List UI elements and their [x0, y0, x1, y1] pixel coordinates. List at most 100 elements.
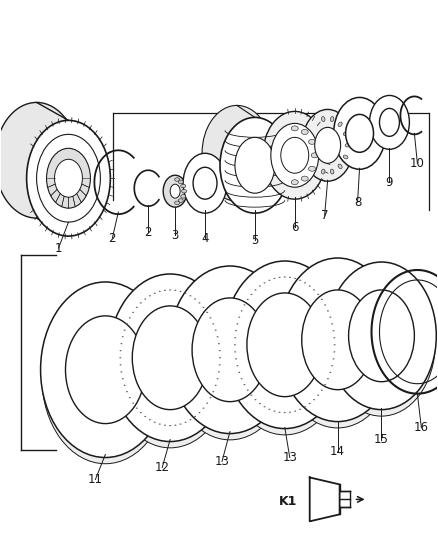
- Ellipse shape: [212, 323, 214, 325]
- Ellipse shape: [244, 384, 245, 385]
- Ellipse shape: [181, 195, 186, 198]
- Ellipse shape: [136, 408, 138, 409]
- Ellipse shape: [309, 285, 311, 287]
- Ellipse shape: [120, 364, 122, 366]
- Ellipse shape: [259, 403, 261, 404]
- Ellipse shape: [379, 108, 399, 136]
- Ellipse shape: [327, 378, 329, 379]
- Ellipse shape: [209, 317, 212, 319]
- Text: 13: 13: [215, 455, 230, 468]
- Ellipse shape: [164, 289, 166, 291]
- Ellipse shape: [192, 298, 268, 402]
- Ellipse shape: [330, 117, 334, 122]
- Text: 14: 14: [330, 445, 345, 458]
- Ellipse shape: [240, 378, 243, 379]
- Ellipse shape: [268, 409, 270, 410]
- Ellipse shape: [327, 310, 329, 311]
- Ellipse shape: [218, 343, 220, 344]
- Ellipse shape: [180, 423, 181, 425]
- Text: 3: 3: [171, 229, 179, 241]
- Ellipse shape: [218, 371, 220, 373]
- Ellipse shape: [108, 274, 232, 441]
- Ellipse shape: [304, 406, 306, 407]
- Ellipse shape: [328, 271, 435, 416]
- Text: 4: 4: [201, 231, 209, 245]
- Ellipse shape: [119, 357, 121, 358]
- Ellipse shape: [122, 336, 124, 337]
- Ellipse shape: [244, 304, 245, 305]
- Ellipse shape: [321, 299, 323, 300]
- Ellipse shape: [215, 329, 217, 331]
- Ellipse shape: [132, 312, 134, 313]
- Ellipse shape: [247, 390, 249, 391]
- Ellipse shape: [120, 371, 122, 373]
- Ellipse shape: [313, 289, 315, 290]
- Ellipse shape: [215, 385, 217, 386]
- Ellipse shape: [42, 292, 169, 464]
- Ellipse shape: [164, 425, 166, 426]
- Ellipse shape: [289, 277, 291, 278]
- Ellipse shape: [345, 143, 350, 147]
- Ellipse shape: [234, 344, 236, 345]
- Text: 7: 7: [321, 208, 328, 222]
- Ellipse shape: [311, 153, 318, 158]
- Ellipse shape: [273, 410, 276, 412]
- Ellipse shape: [302, 109, 353, 181]
- Ellipse shape: [264, 282, 265, 284]
- Ellipse shape: [209, 397, 212, 398]
- Ellipse shape: [37, 134, 100, 222]
- Ellipse shape: [126, 391, 128, 392]
- Ellipse shape: [237, 365, 238, 366]
- Ellipse shape: [189, 295, 191, 296]
- Ellipse shape: [223, 261, 346, 429]
- Ellipse shape: [321, 117, 325, 122]
- Ellipse shape: [175, 201, 180, 205]
- Ellipse shape: [279, 411, 281, 413]
- Ellipse shape: [224, 271, 345, 435]
- Ellipse shape: [212, 391, 214, 392]
- Ellipse shape: [273, 278, 276, 279]
- Ellipse shape: [120, 350, 122, 351]
- Ellipse shape: [132, 306, 208, 410]
- Ellipse shape: [332, 330, 335, 332]
- Ellipse shape: [154, 293, 156, 294]
- Text: 16: 16: [414, 421, 429, 434]
- Ellipse shape: [110, 284, 231, 448]
- Ellipse shape: [333, 351, 336, 352]
- Text: 12: 12: [155, 461, 170, 474]
- Ellipse shape: [237, 323, 238, 325]
- Ellipse shape: [216, 336, 219, 337]
- Ellipse shape: [332, 358, 335, 360]
- Ellipse shape: [317, 394, 319, 396]
- Ellipse shape: [235, 358, 237, 360]
- Ellipse shape: [184, 293, 187, 294]
- Ellipse shape: [234, 337, 236, 338]
- Ellipse shape: [159, 423, 161, 425]
- Ellipse shape: [46, 148, 90, 208]
- Ellipse shape: [329, 317, 331, 318]
- Ellipse shape: [168, 266, 292, 433]
- Ellipse shape: [284, 412, 286, 413]
- Ellipse shape: [219, 364, 221, 366]
- Ellipse shape: [289, 411, 291, 413]
- Ellipse shape: [234, 351, 236, 352]
- Ellipse shape: [169, 425, 171, 426]
- Ellipse shape: [304, 282, 306, 284]
- Ellipse shape: [338, 122, 342, 126]
- Text: 6: 6: [291, 221, 299, 233]
- Ellipse shape: [174, 289, 177, 291]
- Ellipse shape: [314, 127, 341, 163]
- Ellipse shape: [291, 126, 298, 131]
- Ellipse shape: [294, 410, 296, 412]
- Ellipse shape: [193, 167, 217, 199]
- Ellipse shape: [308, 139, 315, 144]
- Ellipse shape: [136, 306, 138, 308]
- Ellipse shape: [178, 180, 183, 184]
- Ellipse shape: [240, 310, 243, 311]
- Ellipse shape: [299, 280, 301, 281]
- Ellipse shape: [251, 294, 252, 295]
- Ellipse shape: [333, 337, 336, 338]
- Ellipse shape: [132, 402, 134, 404]
- Ellipse shape: [120, 343, 122, 344]
- Ellipse shape: [294, 278, 296, 279]
